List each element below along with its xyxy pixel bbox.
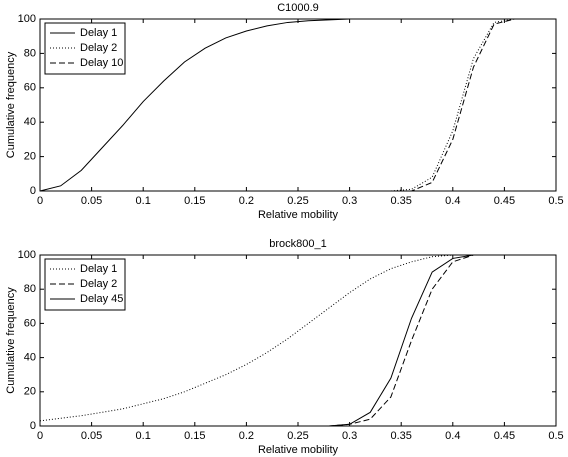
legend-box [44, 22, 126, 75]
x-tick-label: 0.4 [445, 430, 460, 442]
x-tick-label: 0.25 [287, 195, 308, 207]
legend-label: Delay 1 [80, 263, 117, 275]
legend-label: Delay 2 [80, 42, 117, 54]
y-tick-label: 80 [24, 283, 36, 295]
x-tick-label: 0.3 [342, 430, 357, 442]
y-tick-label: 0 [30, 185, 36, 197]
data-line [39, 18, 556, 192]
y-axis-label: Cumulative frequency [5, 51, 17, 158]
x-tick-label: 0.4 [445, 195, 460, 207]
y-tick-label: 20 [24, 386, 36, 398]
x-tick-label: 0.25 [287, 430, 308, 442]
y-axis-label: Cumulative frequency [5, 287, 17, 394]
x-tick-label: 0.1 [136, 195, 151, 207]
y-tick-label: 20 [24, 151, 36, 163]
x-tick-label: 0.45 [494, 195, 515, 207]
x-tick-label: 0.35 [390, 195, 411, 207]
x-tick-label: 0.5 [548, 195, 563, 207]
legend-box [44, 258, 126, 311]
x-tick-label: 0.15 [184, 430, 205, 442]
plot-area [39, 254, 557, 427]
x-tick-label: 0 [37, 430, 43, 442]
y-tick-label: 80 [24, 47, 36, 59]
chart-title: C1000.9 [277, 2, 319, 14]
x-tick-label: 0.3 [342, 195, 357, 207]
x-tick-label: 0.2 [239, 430, 254, 442]
y-tick-label: 40 [24, 116, 36, 128]
legend-label: Delay 10 [80, 57, 123, 69]
chart-title: brock800_1 [269, 238, 327, 250]
x-axis-label: Relative mobility [258, 444, 339, 456]
x-tick-label: 0.15 [184, 195, 205, 207]
data-line [40, 254, 556, 427]
x-tick-label: 0.45 [494, 430, 515, 442]
x-tick-label: 0 [37, 195, 43, 207]
plot-area [39, 18, 557, 192]
x-tick-label: 0.5 [548, 430, 563, 442]
y-tick-label: 0 [30, 420, 36, 432]
x-tick-label: 0.2 [239, 195, 254, 207]
y-tick-label: 100 [18, 13, 36, 25]
data-line [40, 18, 556, 192]
legend-label: Delay 2 [80, 278, 117, 290]
x-tick-label: 0.05 [81, 430, 102, 442]
y-tick-label: 40 [24, 352, 36, 364]
legend-label: Delay 1 [80, 27, 117, 39]
y-tick-label: 100 [18, 249, 36, 261]
x-tick-label: 0.35 [390, 430, 411, 442]
data-line [39, 254, 556, 422]
x-tick-label: 0.05 [81, 195, 102, 207]
y-tick-label: 60 [24, 317, 36, 329]
x-axis-label: Relative mobility [258, 209, 339, 221]
legend-label: Delay 45 [80, 293, 123, 305]
x-tick-label: 0.1 [136, 430, 151, 442]
y-tick-label: 60 [24, 82, 36, 94]
